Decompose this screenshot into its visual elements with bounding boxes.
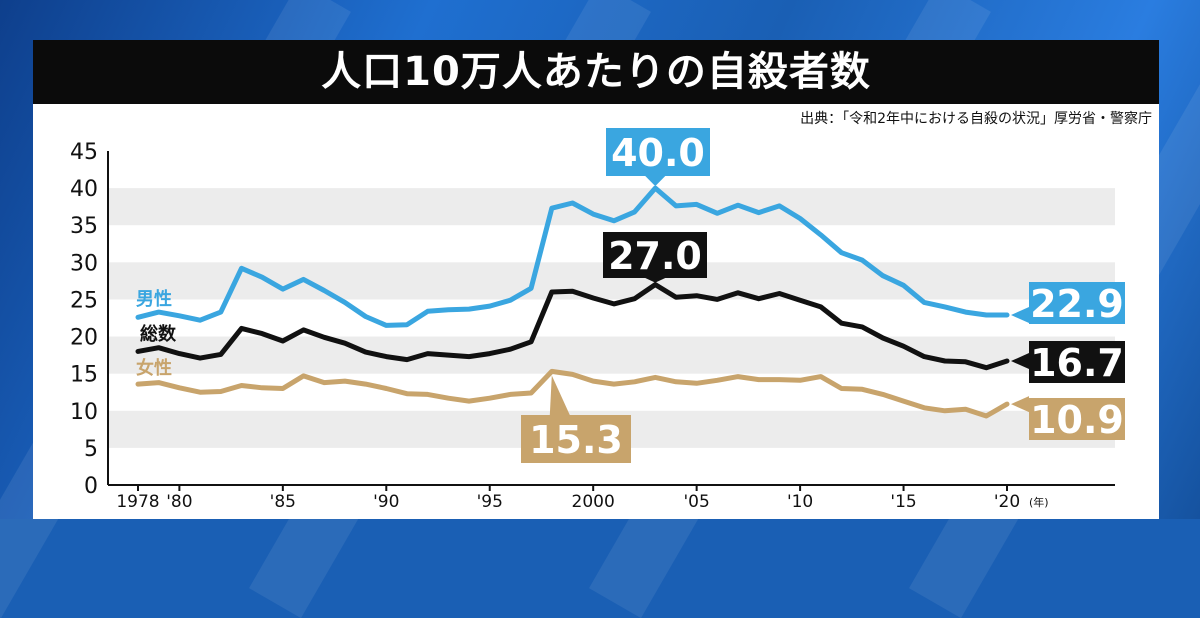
- y-tick-label: 40: [70, 177, 98, 202]
- callout-16.7: 16.7: [1011, 341, 1125, 385]
- y-tick-label: 30: [70, 251, 98, 276]
- x-tick-label: '05: [683, 492, 709, 512]
- y-tick-label: 35: [70, 214, 98, 239]
- callout-pointer: [1011, 396, 1029, 413]
- x-tick-label: '95: [477, 492, 503, 512]
- callout-pointer: [645, 278, 666, 283]
- callout-value: 40.0: [611, 131, 705, 175]
- callout-pointer: [549, 375, 570, 415]
- grid-band: [108, 336, 1115, 374]
- series-label: 女性: [136, 357, 172, 379]
- x-tick-label: '80: [166, 492, 192, 512]
- callout-22.9: 22.9: [1011, 282, 1125, 326]
- line-chart: 0 5 10 15 20 25 30 35 40 45 1978 '80 '85 '90 '95 2000 '0…: [70, 128, 1125, 512]
- callout-value: 16.7: [1030, 341, 1124, 385]
- y-tick-label: 5: [84, 437, 98, 462]
- series-label: 男性: [136, 288, 172, 310]
- callout-box: [606, 128, 710, 176]
- x-tick-label: '85: [270, 492, 296, 512]
- callout-box: [521, 415, 631, 463]
- callout-box: [1029, 398, 1125, 440]
- callout-box: [603, 232, 707, 278]
- y-tick-label: 15: [70, 363, 98, 388]
- x-tick-label: 2000: [572, 492, 615, 512]
- y-tick-label: 20: [70, 326, 98, 351]
- callout-pointer: [1011, 353, 1029, 370]
- source-note: 出典：「令和2年中における自殺の状況」厚労省・警察庁: [800, 111, 1152, 127]
- y-tick-label: 25: [70, 288, 98, 313]
- series-line-男性: [135, 185, 1010, 328]
- x-tick-label: '10: [787, 492, 813, 512]
- x-tick-label: '90: [373, 492, 399, 512]
- callout-pointer: [1011, 307, 1029, 324]
- callout-15.3: 15.3: [521, 375, 631, 463]
- callout-value: 22.9: [1030, 282, 1124, 326]
- x-tick-label: '20: [994, 492, 1020, 512]
- callout-40.0: 40.0: [606, 128, 710, 187]
- series-line-女性: [135, 368, 1010, 419]
- callout-box: [1029, 341, 1125, 383]
- callout-value: 10.9: [1030, 398, 1124, 442]
- callout-10.9: 10.9: [1011, 396, 1125, 442]
- callout-box: [1029, 282, 1125, 324]
- series-line-総数: [135, 282, 1010, 371]
- x-tick-label: '15: [890, 492, 916, 512]
- title-bar: 人口10万人あたりの自殺者数: [33, 40, 1159, 104]
- x-unit-label: (年): [1029, 495, 1049, 509]
- callout-pointer: [645, 176, 666, 187]
- callout-value: 27.0: [608, 234, 702, 278]
- callout-value: 15.3: [529, 418, 623, 462]
- callout-27.0: 27.0: [603, 232, 707, 283]
- y-tick-label: 45: [70, 140, 98, 165]
- x-tick-label: 1978: [116, 492, 159, 512]
- y-tick-label: 0: [84, 474, 98, 499]
- y-tick-label: 10: [70, 400, 98, 425]
- chart-title: 人口10万人あたりの自殺者数: [321, 49, 871, 95]
- series-label: 総数: [140, 323, 177, 345]
